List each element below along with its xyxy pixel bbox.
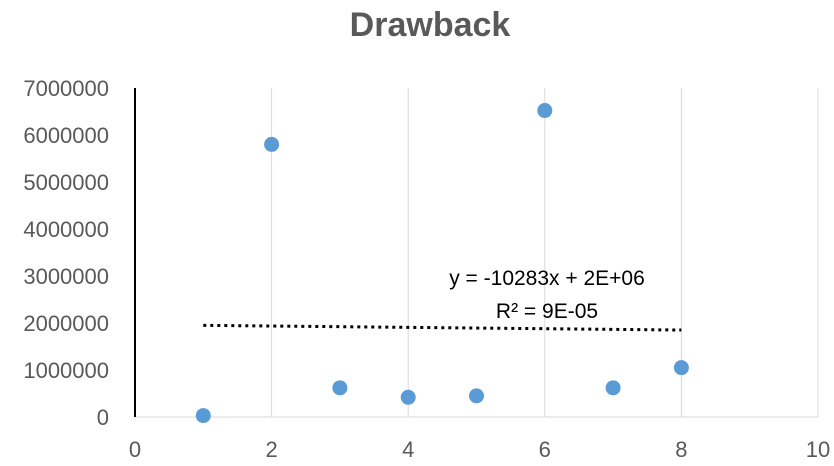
data-point [605,380,621,396]
axes [134,88,818,418]
x-tick-label: 0 [129,437,141,462]
trendline [203,323,682,332]
y-tick-label: 1000000 [23,358,109,383]
y-tick-label: 7000000 [23,76,109,101]
data-point [195,408,211,424]
x-tick-label: 8 [675,437,687,462]
data-point [264,136,280,152]
x-tick-label: 2 [265,437,277,462]
x-tick-label: 10 [806,437,830,462]
trendline-group [203,323,682,332]
x-tick-label: 4 [402,437,414,462]
data-point [673,360,689,376]
y-tick-label: 4000000 [23,217,109,242]
gridlines [271,88,819,417]
data-point [469,388,484,404]
y-tick-label: 6000000 [23,123,109,148]
y-tick-label: 5000000 [23,170,109,195]
data-point [400,389,416,405]
y-tick-label: 2000000 [23,311,109,336]
trendline-r-squared: R² = 9E-05 [496,300,598,323]
tick-labels: 0 2 4 6 8 10 0 1000000 2000000 3000000 4000000 5000… [23,76,830,462]
data-point [332,380,348,396]
data-point [537,103,553,119]
y-tick-label: 0 [97,405,109,430]
x-tick-label: 6 [539,437,551,462]
chart-title: Drawback [350,6,511,44]
trendline-equation: y = -10283x + 2E+06 [449,267,645,290]
data-points [195,103,689,424]
y-tick-label: 3000000 [23,264,109,289]
